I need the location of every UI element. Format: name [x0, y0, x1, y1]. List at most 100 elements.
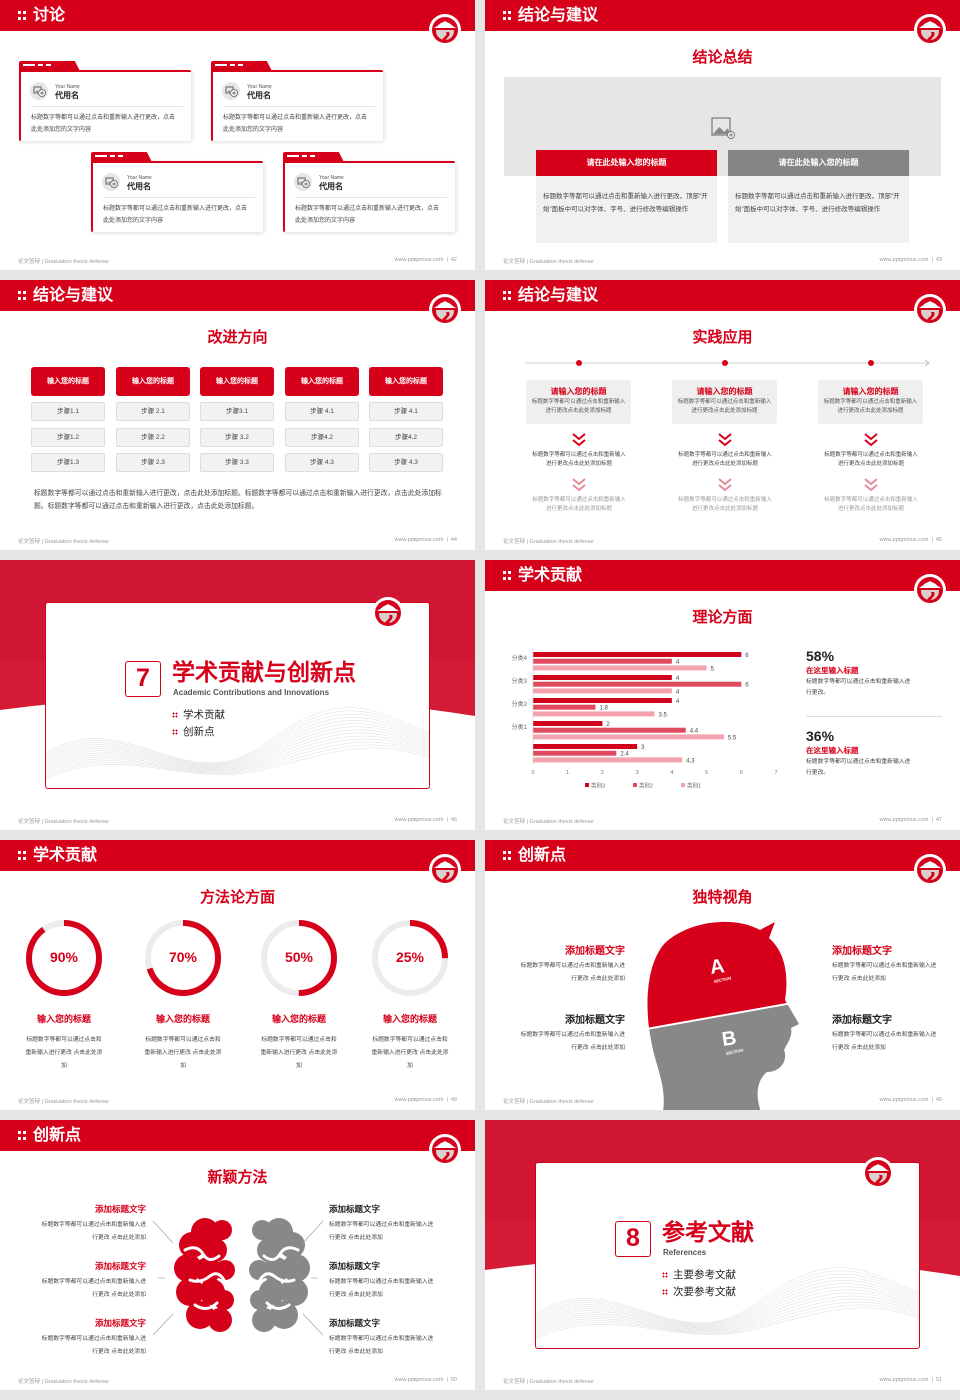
card-body: Your Name 代用名 标题数字等都可以通过点击和重新输入进行更改，点击此处添加… [91, 161, 263, 232]
ring-text: 标题数字等都可以通过点击和重新输入进行更改 点击此处添加 [371, 1037, 449, 1069]
page-number: 45 [935, 537, 942, 543]
data-label: 4 [676, 699, 680, 705]
connector-line [302, 1220, 324, 1244]
ring-percent: 25% [395, 949, 425, 965]
data-label: 6 [745, 653, 749, 659]
header-dots-icon [503, 851, 511, 860]
section-caption: SECTION [713, 975, 732, 984]
section-bullet[interactable]: 主要参考文献 [662, 1267, 736, 1282]
ring-heading: 输入您的标题 [155, 1014, 210, 1024]
step-box: 步骤 4.1 [285, 402, 359, 421]
panel-body [728, 176, 909, 243]
connector-line [152, 1220, 174, 1244]
wave-pattern [536, 1267, 919, 1340]
site-url: www.pptgenius.com [394, 537, 444, 543]
slide-50[interactable]: 创新点 论文答辩 | Graduation thesis defense www.p… [0, 1120, 475, 1390]
bar-类别1 [533, 665, 707, 671]
item-heading: 添加标题文字 [329, 1318, 381, 1328]
slide-47[interactable]: 学术贡献 论文答辩 | Graduation thesis defense www.… [485, 560, 960, 830]
slide-46[interactable]: 7 学术贡献与创新点 Academic Contributions and Inno… [0, 560, 475, 830]
panel-text: 标题数字等都可以通过点击和重新输入进行更改，顶部“开始”面板中可以对字体、字号、… [543, 193, 708, 213]
section-letter: A [708, 955, 725, 979]
page-number: 46 [450, 817, 457, 823]
slide-51[interactable]: 8 参考文献 References 主要参考文献 次要参考文献 论文答辩 | Gradua… [485, 1120, 960, 1390]
slide-42[interactable]: 讨论 论文答辩 | Graduation thesis defense www.pp… [0, 0, 475, 270]
section-subtitle: References [663, 1248, 707, 1257]
slide-45[interactable]: 结论与建议 论文答辩 | Graduation thesis defense www… [485, 280, 960, 550]
double-chevron-down-icon [572, 433, 586, 447]
separator: | [931, 817, 933, 823]
university-emblem-icon [914, 854, 946, 886]
data-label: 2 [606, 722, 610, 728]
avatar [102, 173, 120, 191]
page-number: 47 [935, 817, 942, 823]
stat-heading: 在这里输入标题 [806, 666, 859, 675]
progress-ring [26, 920, 102, 996]
practice-text: 标题数字等都可以通过点击和重新输入进行更改点击此处添加标题 [532, 452, 626, 467]
name-en: Your Name [127, 175, 152, 181]
stat-value: 58% [806, 648, 835, 664]
practice-box: 请输入您的标题 标题数字等都可以通过点击和重新输入进行更改点击此处添加标题 [818, 380, 923, 424]
university-emblem-icon [429, 854, 461, 886]
university-emblem-icon [429, 1134, 461, 1166]
slide-title: 结论总结 [692, 49, 753, 66]
double-chevron-down-icon [864, 478, 878, 492]
header-dots-icon [503, 291, 511, 300]
slide-header: 学术贡献 [0, 840, 475, 871]
data-label: 3.5 [659, 712, 668, 718]
section-bullet[interactable]: 创新点 [172, 724, 215, 739]
item-text: 标题数字等都可以通过点击和重新输入进行更改 点击此处添加 [832, 1032, 937, 1051]
footer-site: www.pptgenius.com | 50 [395, 1377, 457, 1383]
profile-card: Your Name 代用名 标题数字等都可以通过点击和重新输入进行更改，点击此处添加… [91, 152, 263, 232]
site-url: www.pptgenius.com [394, 1097, 444, 1103]
panel-heading: 请在此处输入您的标题 [536, 150, 717, 176]
data-label: 4 [676, 689, 680, 695]
divider [223, 106, 375, 107]
step-box: 步骤1.2 [31, 427, 105, 447]
step-box: 步骤1.3 [31, 453, 105, 472]
slide-43[interactable]: 结论与建议 论文答辩 | Graduation thesis defense www… [485, 0, 960, 270]
item-text: 标题数字等都可以通过点击和重新输入进行更改 点击此处添加 [520, 963, 625, 982]
data-label: 5.5 [728, 735, 737, 741]
timeline [525, 359, 930, 367]
category-label: 分类3 [512, 677, 528, 685]
bullet-text: 创新点 [183, 726, 215, 738]
university-emblem-icon [914, 574, 946, 606]
slide-49[interactable]: 创新点 论文答辩 | Graduation thesis defense www.p… [485, 840, 960, 1110]
item-heading: 添加标题文字 [329, 1261, 381, 1271]
separator: | [446, 1377, 448, 1383]
double-chevron-down-icon [864, 433, 878, 447]
site-url: www.pptgenius.com [879, 817, 929, 823]
panel-text: 标题数字等都可以通过点击和重新输入进行更改，顶部“开始”面板中可以对字体、字号、… [735, 193, 900, 213]
site-url: www.pptgenius.com [879, 537, 929, 543]
page-number: 44 [450, 537, 457, 543]
slide-48[interactable]: 学术贡献 论文答辩 | Graduation thesis defense www.… [0, 840, 475, 1110]
panel-heading: 请在此处输入您的标题 [728, 150, 909, 176]
bar-类别3 [533, 698, 672, 703]
page-number: 48 [450, 1097, 457, 1103]
stat-text: 标题数字等都可以通过点击和重新输入进行更改。 [806, 679, 911, 696]
bullet-text: 主要参考文献 [673, 1269, 736, 1281]
item-text: 标题数字等都可以通过点击和重新输入进行更改 点击此处添加 [329, 1336, 434, 1355]
ring-percent: 90% [49, 949, 79, 965]
wave-pattern [46, 707, 429, 780]
section-bullet[interactable]: 次要参考文献 [662, 1284, 736, 1299]
slide-44[interactable]: 结论与建议 论文答辩 | Graduation thesis defense www… [0, 280, 475, 550]
avatar [222, 82, 240, 100]
arrow-right-icon [924, 359, 930, 367]
x-tick-label: 6 [740, 770, 743, 776]
header-dots-icon [503, 571, 511, 580]
image-add-icon [105, 177, 118, 188]
bar-chart: 分类4 6 4 5 分类3 4 6 4 分类2 4 1.8 3.5 分类1 2 4.4 5.5 3 2.4 4.3 0… [512, 648, 778, 790]
legend-label: 类别1 [687, 782, 701, 790]
section-bullet[interactable]: 学术贡献 [172, 707, 225, 722]
ring-progress [372, 920, 448, 996]
data-label: 6 [745, 683, 749, 689]
section-number: 7 [125, 661, 161, 697]
section-subtitle: Academic Contributions and Innovations [173, 688, 330, 697]
progress-ring [372, 920, 448, 996]
data-label: 3 [641, 745, 645, 751]
ring-text: 标题数字等都可以通过点击和重新输入进行更改 点击此处添加 [144, 1037, 222, 1069]
ring-progress [261, 920, 337, 996]
footer-text: 论文答辩 | Graduation thesis defense [18, 259, 109, 265]
